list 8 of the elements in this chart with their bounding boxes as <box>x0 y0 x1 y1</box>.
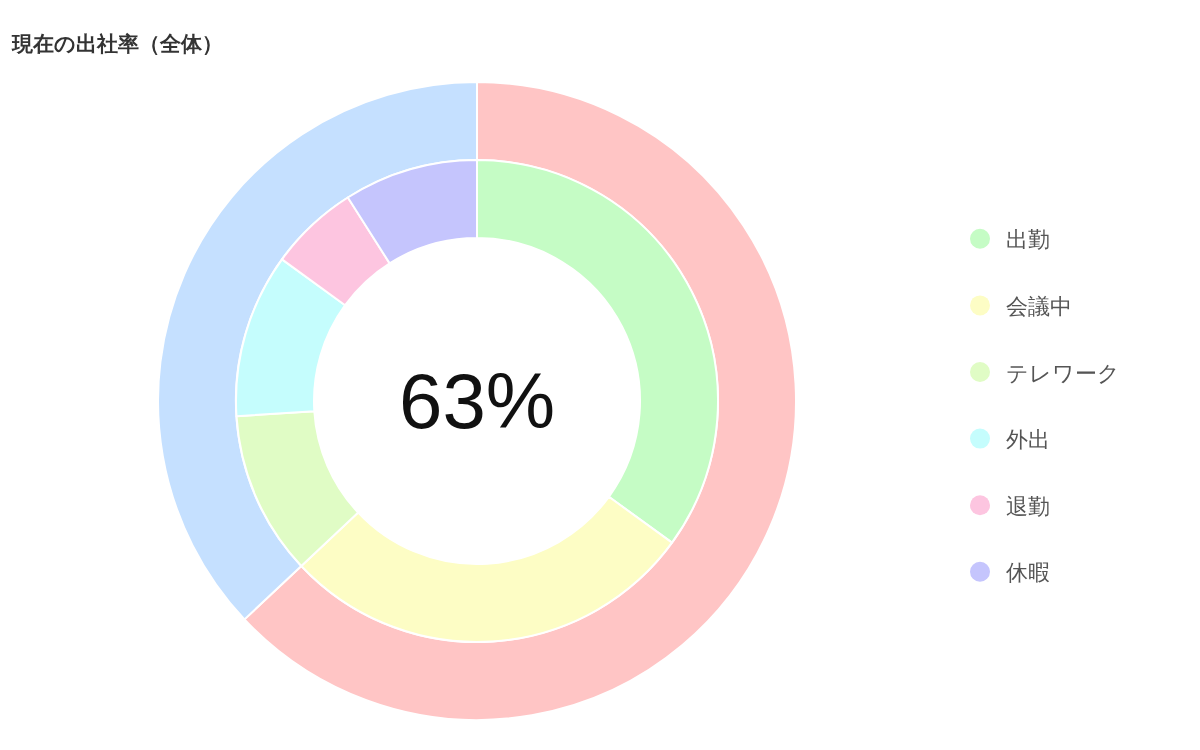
legend-label: 会議中 <box>1006 293 1072 319</box>
legend-label: 退勤 <box>1006 493 1050 519</box>
legend-label: 休暇 <box>1006 560 1050 586</box>
legend-label: 外出 <box>1006 427 1050 453</box>
text: 63% <box>399 357 556 445</box>
chart-title: 現在の出社率（全体） <box>11 32 223 57</box>
legend-label: テレワーク <box>1006 360 1120 386</box>
legend-label: 出勤 <box>1006 227 1050 253</box>
